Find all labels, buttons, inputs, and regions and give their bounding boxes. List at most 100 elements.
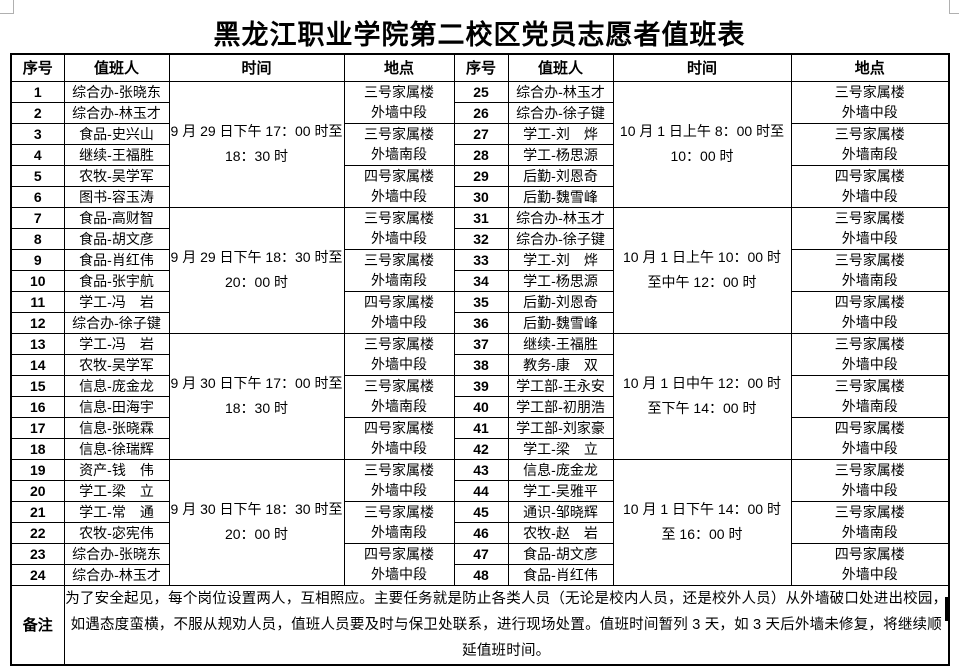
cell-seq-left: 16 <box>10 395 65 418</box>
cell-person-left: 农牧-宓宪伟 <box>63 521 170 544</box>
cell-seq-right: 28 <box>453 143 509 166</box>
cell-seq-right: 46 <box>453 521 509 544</box>
cell-time-right: 10 月 1 日上午 10：00 时 至中午 12：00 时 <box>612 206 792 334</box>
cell-seq-left: 19 <box>10 458 65 481</box>
cell-location-left: 三号家属楼 外墙中段 <box>343 332 455 376</box>
cell-location-left: 四号家属楼 外墙中段 <box>343 290 455 334</box>
cell-person-right: 通识-邹晓辉 <box>507 500 614 523</box>
cell-seq-left: 7 <box>10 206 65 229</box>
table-row: 16 信息-田海宇 40 学工部-初朋浩 <box>10 395 949 418</box>
cell-location-right: 四号家属楼 外墙中段 <box>790 290 950 334</box>
cell-person-right: 食品-肖红伟 <box>507 563 614 586</box>
cell-seq-left: 20 <box>10 479 65 502</box>
cell-person-right: 学工-刘 烨 <box>507 122 614 145</box>
cell-seq-right: 29 <box>453 164 509 187</box>
window-corner-artifact-left <box>0 0 14 14</box>
table-row: 21 学工-常 通三号家属楼 外墙南段 45 通识-邹晓辉 三号家属楼 外墙南段 <box>10 500 950 544</box>
cell-location-right: 三号家属楼 外墙中段 <box>790 80 950 124</box>
cell-seq-right: 30 <box>453 185 509 208</box>
cell-seq-right: 34 <box>453 269 509 292</box>
header-seq-left: 序号 <box>10 53 65 82</box>
cell-location-right: 三号家属楼 外墙中段 <box>790 332 950 376</box>
window-corner-artifact-right <box>949 0 959 14</box>
table-row: 14 农牧-吴学军 38 教务-康 双 <box>10 353 949 376</box>
table-row: 11 学工-冯 岩四号家属楼 外墙中段 35 后勤-刘恩奇 四号家属楼 外墙中段 <box>10 290 950 334</box>
cell-person-left: 图书-容玉涛 <box>63 185 170 208</box>
cell-location-left: 四号家属楼 外墙中段 <box>343 416 455 460</box>
cell-person-right: 学工-吴雅平 <box>507 479 614 502</box>
cell-person-left: 学工-常 通 <box>63 500 170 523</box>
cell-person-left: 综合办-林玉才 <box>63 563 170 586</box>
header-time-left: 时间 <box>168 53 345 82</box>
cell-seq-right: 35 <box>453 290 509 313</box>
cell-seq-left: 24 <box>10 563 65 586</box>
cell-seq-right: 31 <box>453 206 509 229</box>
cell-person-right: 综合办-徐子键 <box>507 227 614 250</box>
cell-person-right: 农牧-赵 岩 <box>507 521 614 544</box>
cell-seq-right: 38 <box>453 353 509 376</box>
cell-person-left: 继续-王福胜 <box>63 143 170 166</box>
cell-person-right: 综合办-林玉才 <box>507 206 614 229</box>
cell-seq-right: 25 <box>453 80 509 103</box>
cell-person-left: 农牧-吴学军 <box>63 353 170 376</box>
cell-person-right: 后勤-魏雪峰 <box>507 185 614 208</box>
cell-seq-right: 26 <box>453 101 509 124</box>
cell-person-right: 学工部-初朋浩 <box>507 395 614 418</box>
cell-location-right: 三号家属楼 外墙中段 <box>790 206 950 250</box>
header-location-left: 地点 <box>343 53 455 82</box>
cell-seq-left: 11 <box>10 290 65 313</box>
cell-location-right: 三号家属楼 外墙南段 <box>790 248 950 292</box>
cell-person-right: 学工部-刘家豪 <box>507 416 614 439</box>
cell-person-left: 综合办-张晓东 <box>63 80 170 103</box>
cell-person-left: 食品-张宇航 <box>63 269 170 292</box>
cell-location-right: 三号家属楼 外墙南段 <box>790 500 950 544</box>
cell-person-left: 综合办-徐子键 <box>63 311 170 334</box>
remark-label: 备注 <box>10 584 65 665</box>
cell-seq-left: 13 <box>10 332 65 355</box>
page-title: 黑龙江职业学院第二校区党员志愿者值班表 <box>213 20 746 50</box>
header-seq-right: 序号 <box>453 53 509 82</box>
table-row: 23 综合办-张晓东 四号家属楼 外墙中段 47 食品-胡文彦 四号家属楼 外墙中段 <box>10 542 950 586</box>
cell-seq-left: 22 <box>10 521 65 544</box>
text-cursor-artifact <box>945 597 948 621</box>
header-person-left: 值班人 <box>63 53 170 82</box>
cell-seq-left: 23 <box>10 542 65 565</box>
duty-table-body: 1 综合办-张晓东 9 月 29 日下午 17：00 时至 18：30 时三号家属楼… <box>10 80 950 586</box>
cell-location-right: 四号家属楼 外墙中段 <box>790 416 950 460</box>
table-row: 24 综合办-林玉才 48 食品-肖红伟 <box>10 563 949 586</box>
table-row: 7 食品-高财智 9 月 29 日下午 18：30 时至 20：00 时三号家属楼 … <box>10 206 950 334</box>
cell-person-right: 学工-刘 烨 <box>507 248 614 271</box>
remark-row: 备注 为了安全起见，每个岗位设置两人，互相照应。主要任务就是防止各类人员（无论是… <box>10 584 950 665</box>
cell-time-left: 9 月 30 日下午 17：00 时至 18：30 时 <box>168 332 345 460</box>
cell-person-left: 信息-张晓霖 <box>63 416 170 439</box>
table-row: 18 信息-徐瑞辉 42 学工-梁 立 <box>10 437 949 460</box>
cell-seq-right: 36 <box>453 311 509 334</box>
cell-person-left: 学工-冯 岩 <box>63 290 170 313</box>
cell-person-left: 信息-田海宇 <box>63 395 170 418</box>
remark-section: 备注 为了安全起见，每个岗位设置两人，互相照应。主要任务就是防止各类人员（无论是… <box>10 584 950 665</box>
cell-location-left: 三号家属楼 外墙南段 <box>343 248 455 292</box>
cell-seq-left: 6 <box>10 185 65 208</box>
cell-location-left: 三号家属楼 外墙南段 <box>343 500 455 544</box>
cell-seq-right: 48 <box>453 563 509 586</box>
cell-seq-left: 2 <box>10 101 65 124</box>
cell-time-right: 10 月 1 日下午 14：00 时 至 16：00 时 <box>612 458 792 586</box>
cell-person-right: 食品-胡文彦 <box>507 542 614 565</box>
cell-person-left: 综合办-林玉才 <box>63 101 170 124</box>
cell-seq-right: 39 <box>453 374 509 397</box>
cell-seq-right: 40 <box>453 395 509 418</box>
table-row: 15 信息-庞金龙 三号家属楼 外墙南段 39 学工部-王永安 三号家属楼 外墙南段 <box>10 374 950 418</box>
table-row: 3 食品-史兴山 三号家属楼 外墙南段 27 学工-刘 烨三号家属楼 外墙南段 <box>10 122 950 166</box>
header-row: 序号 值班人 时间 地点 序号 值班人 时间 地点 <box>10 53 950 82</box>
cell-seq-left: 4 <box>10 143 65 166</box>
duty-roster-table: 序号 值班人 时间 地点 序号 值班人 时间 地点 1 综合办-张晓东 9 月 29… <box>10 53 950 666</box>
cell-person-right: 信息-庞金龙 <box>507 458 614 481</box>
header-location-right: 地点 <box>790 53 950 82</box>
cell-person-right: 后勤-刘恩奇 <box>507 290 614 313</box>
cell-location-left: 四号家属楼 外墙中段 <box>343 542 455 586</box>
cell-location-left: 三号家属楼 外墙中段 <box>343 206 455 250</box>
cell-seq-left: 5 <box>10 164 65 187</box>
cell-person-right: 学工部-王永安 <box>507 374 614 397</box>
cell-seq-left: 9 <box>10 248 65 271</box>
cell-person-left: 信息-徐瑞辉 <box>63 437 170 460</box>
